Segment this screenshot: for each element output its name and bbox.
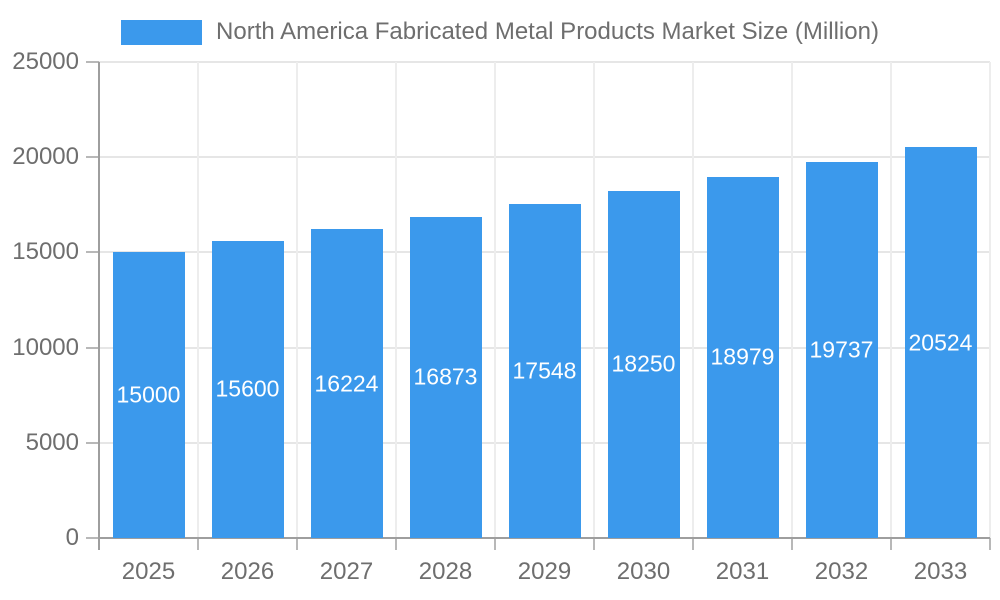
gridline-horizontal	[99, 61, 990, 63]
bar-value-label: 20524	[908, 329, 973, 356]
bar-value-label: 15000	[116, 381, 181, 408]
gridline-vertical	[791, 62, 793, 538]
y-tick-label: 10000	[12, 333, 79, 361]
x-tick	[197, 538, 199, 550]
y-tick	[86, 61, 99, 63]
x-tick-label: 2025	[121, 558, 176, 585]
x-tick	[692, 538, 694, 550]
bar-2027: 16224	[310, 229, 383, 538]
bar-2028: 16873	[409, 216, 482, 538]
x-tick-label: 2029	[517, 558, 572, 585]
y-tick-label: 20000	[12, 143, 79, 171]
x-tick-label: 2027	[319, 558, 374, 585]
bar-2030: 18250	[607, 190, 680, 538]
bar-value-label: 18250	[611, 350, 676, 377]
legend: North America Fabricated Metal Products …	[0, 18, 1000, 45]
x-tick-label: 2031	[715, 558, 770, 585]
y-tick-label: 0	[65, 524, 79, 551]
y-tick-label: 15000	[12, 238, 79, 266]
gridline-vertical	[197, 62, 199, 538]
bar-value-label: 17548	[512, 357, 577, 384]
legend-swatch[interactable]	[121, 19, 203, 45]
bar-value-label: 16224	[314, 370, 379, 397]
x-tick	[494, 538, 496, 550]
x-tick-label: 2033	[913, 558, 968, 585]
y-tick	[86, 156, 99, 159]
bar-value-label: 15600	[215, 375, 280, 402]
bar-2032: 19737	[805, 162, 878, 538]
y-tick	[86, 441, 99, 444]
gridline-vertical	[692, 62, 694, 538]
x-axis-line	[99, 537, 990, 539]
gridline-horizontal	[99, 156, 990, 159]
x-tick-label: 2028	[418, 558, 473, 585]
y-axis-line	[98, 62, 100, 550]
bar-2026: 15600	[211, 240, 284, 538]
bar-value-label: 19737	[809, 336, 874, 363]
y-tick	[86, 251, 99, 254]
x-tick-label: 2030	[616, 558, 671, 585]
x-tick	[395, 538, 397, 550]
bar-value-label: 18979	[710, 343, 775, 370]
x-tick	[890, 538, 892, 550]
bar-2029: 17548	[508, 203, 581, 538]
bar-2031: 18979	[706, 176, 779, 538]
bar-2025: 15000	[112, 252, 185, 538]
chart-title[interactable]: North America Fabricated Metal Products …	[216, 18, 879, 45]
y-tick	[86, 537, 99, 539]
gridline-vertical	[494, 62, 496, 538]
gridline-vertical	[296, 62, 298, 538]
x-tick-label: 2032	[814, 558, 869, 585]
x-tick	[989, 538, 991, 550]
x-tick	[296, 538, 298, 550]
y-tick	[86, 346, 99, 349]
bar-2033: 20524	[904, 147, 977, 538]
y-tick-label: 25000	[12, 48, 79, 75]
x-tick-label: 2026	[220, 558, 275, 585]
gridline-vertical	[593, 62, 595, 538]
gridline-vertical	[395, 62, 397, 538]
y-tick-label: 5000	[25, 428, 79, 456]
gridline-vertical	[989, 62, 991, 538]
bar-value-label: 16873	[413, 363, 478, 390]
x-tick	[593, 538, 595, 550]
x-tick	[791, 538, 793, 550]
gridline-vertical	[890, 62, 892, 538]
